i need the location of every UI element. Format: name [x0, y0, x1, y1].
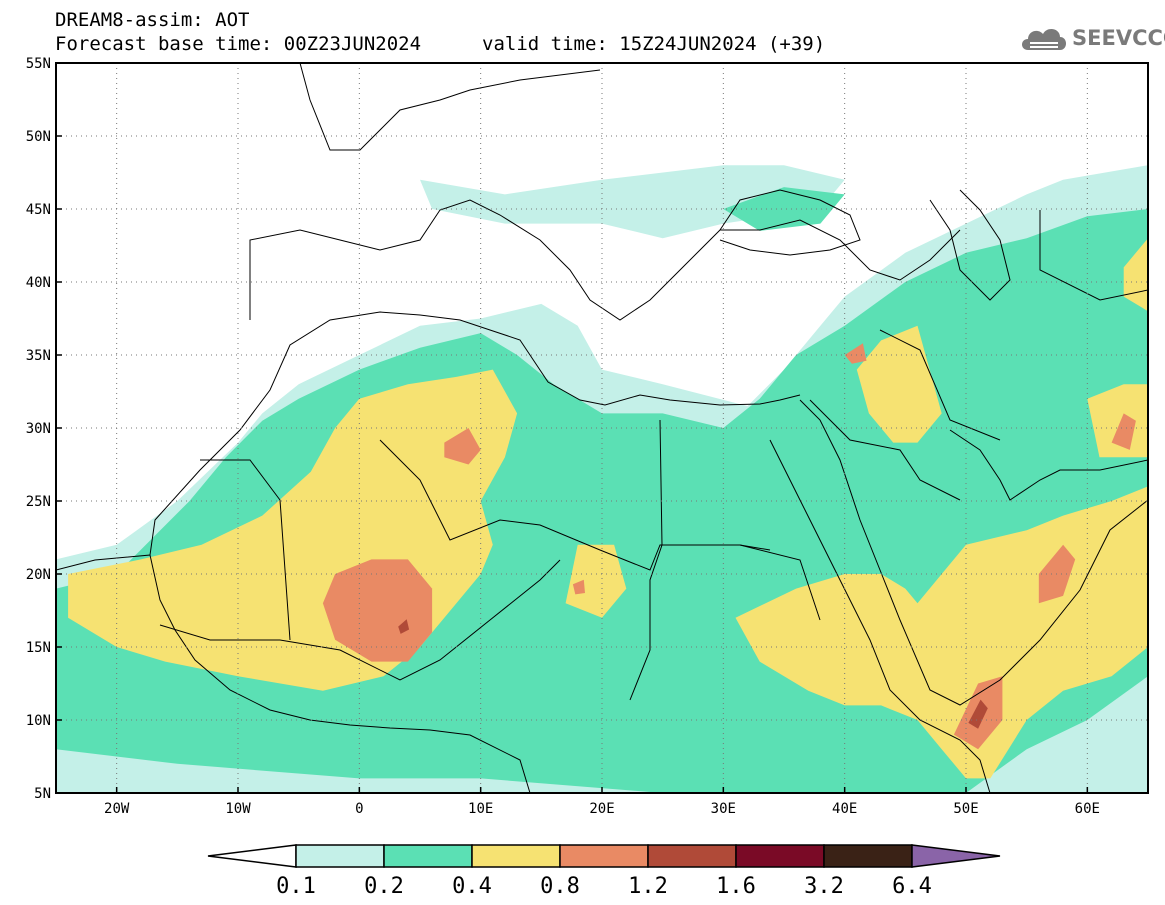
- coastline-north-europe: [299, 63, 601, 151]
- lon-tick-label: 10E: [468, 801, 493, 817]
- coastline-arabia: [799, 399, 1148, 706]
- seevccc-logo: SEEVCCC: [1018, 22, 1165, 56]
- coastline-red-sea-west: [769, 439, 991, 793]
- lat-tick-label: 30N: [26, 421, 51, 437]
- aot-region-level-5: [398, 619, 410, 634]
- coastline-gulf: [949, 429, 1148, 501]
- colorbar-under-triangle: [207, 844, 297, 868]
- lat-tick-label: 20N: [26, 567, 51, 583]
- lat-tick-label: 15N: [26, 640, 51, 656]
- aot-region-level-3: [1123, 238, 1148, 312]
- aot-region-level-3: [856, 325, 942, 443]
- colorbar-box: [823, 844, 913, 868]
- lon-tick-label: 60E: [1075, 801, 1100, 817]
- lat-tick-label: 50N: [26, 129, 51, 145]
- chart-title: DREAM8-assim: AOT: [55, 9, 250, 31]
- colorbar-level-label: 0.8: [540, 874, 580, 899]
- aot-region-level-4: [322, 559, 433, 662]
- coastline-west-africa: [56, 311, 801, 571]
- lat-tick-label: 40N: [26, 275, 51, 291]
- colorbar: 0.1 0.2 0.4 0.8 1.2 1.6 3.2 6.4: [207, 844, 1001, 899]
- lat-tick-label: 10N: [26, 713, 51, 729]
- aot-region-level-3: [735, 486, 1148, 779]
- forecast-base-time: Forecast base time: 00Z23JUN2024: [55, 33, 422, 55]
- aot-region-level-5: [968, 699, 988, 729]
- aot-region-level-4: [1111, 413, 1136, 450]
- colorbar-level-label: 1.2: [628, 874, 668, 899]
- colorbar-box: [383, 844, 473, 868]
- border-sahel: [159, 559, 561, 681]
- aot-region-level-3: [565, 544, 627, 618]
- aot-region-level-4: [572, 579, 585, 595]
- coastline-black-sea: [719, 189, 861, 256]
- lon-tick-label: 50E: [953, 801, 978, 817]
- lat-tick-label: 45N: [26, 202, 51, 218]
- border-nile-region: [629, 419, 821, 701]
- cloud-icon: [1022, 28, 1066, 50]
- colorbar-level-label: 1.6: [716, 874, 756, 899]
- lat-tick-label: 55N: [26, 56, 51, 72]
- colorbar-level-label: 0.1: [276, 874, 316, 899]
- colorbar-over-triangle: [911, 844, 1001, 868]
- border-middle-east: [809, 210, 1148, 501]
- lat-tick-label: 25N: [26, 494, 51, 510]
- gridlines: [56, 63, 1148, 793]
- colorbar-box: [471, 844, 561, 868]
- aot-region-level-2: [723, 187, 845, 231]
- colorbar-level-label: 3.2: [804, 874, 844, 899]
- valid-time: valid time: 15Z24JUN2024 (+39): [482, 33, 826, 55]
- logo-text: SEEVCCC: [1072, 26, 1165, 50]
- coastlines: [56, 63, 1148, 793]
- axis-ticks: 55N 50N 45N 40N 35N 30N 25N 20N 15N 10N 5N 20W 10W 0 1…: [26, 56, 1100, 817]
- colorbar-box: [559, 844, 649, 868]
- lat-tick-label: 5N: [34, 786, 51, 802]
- lon-tick-label: 10W: [225, 801, 251, 817]
- colorbar-level-label: 6.4: [892, 874, 932, 899]
- lat-tick-label: 35N: [26, 348, 51, 364]
- lon-tick-label: 20E: [589, 801, 614, 817]
- aot-region-level-4: [444, 428, 481, 465]
- coastline-caspian: [929, 189, 1011, 301]
- aot-region-level-1: [420, 165, 845, 239]
- colorbar-box: [735, 844, 825, 868]
- border-sahara: [200, 439, 771, 641]
- lon-tick-label: 40E: [832, 801, 857, 817]
- colorbar-box: [295, 844, 385, 868]
- aot-region-level-4: [844, 343, 867, 364]
- lon-tick-label: 20W: [104, 801, 130, 817]
- lon-tick-label: 0: [355, 801, 363, 817]
- colorbar-level-label: 0.4: [452, 874, 492, 899]
- colorbar-level-label: 0.2: [364, 874, 404, 899]
- lon-tick-label: 30E: [711, 801, 736, 817]
- colorbar-box: [647, 844, 737, 868]
- aot-region-level-3: [1087, 384, 1148, 458]
